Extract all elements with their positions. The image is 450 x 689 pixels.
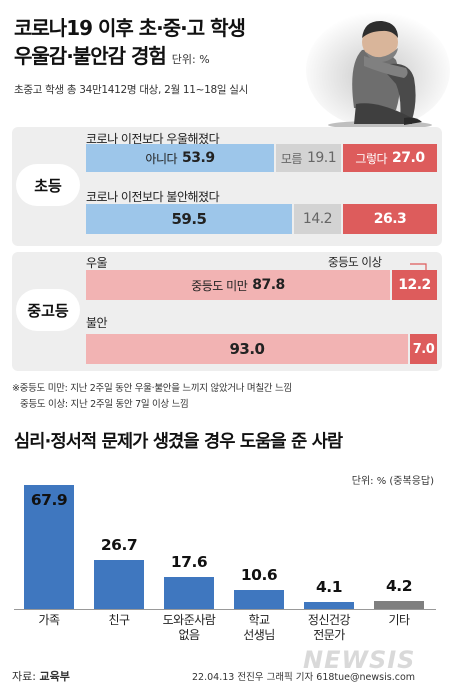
- help-category-1: 친구: [108, 613, 130, 627]
- elem-q1-no-value: 53.9: [182, 150, 215, 166]
- help-bar-value-3: 10.6: [240, 566, 278, 584]
- help-bar-3: [234, 590, 284, 609]
- section2-title: 심리·정서적 문제가 생겼을 경우 도움을 준 사람: [14, 432, 343, 452]
- mh-q2-low-segment: 93.0: [86, 334, 408, 364]
- footnote-low-severity: ※중등도 미만: 지난 2주일 동안 우울·불안을 느끼지 않았거나 며칠간 느…: [12, 383, 292, 394]
- help-category-5: 기타: [388, 613, 410, 627]
- elem-q2-unsure-value: 14.2: [302, 211, 333, 227]
- help-bar-value-5: 4.2: [386, 577, 412, 595]
- credit-line: 22.04.13 전진우 그래픽 기자 618tue@newsis.com: [192, 672, 416, 683]
- page-title-line1: 코로나19 이후 초·중·고 학생: [14, 16, 246, 40]
- mh-q1-low-segment: 중등도 미만 87.8: [86, 270, 390, 300]
- elem-q1-unsure-label: 모름: [280, 151, 303, 166]
- elem-q2-yes-value: 26.3: [373, 211, 407, 227]
- page-title-text: 우울감·불안감 경험: [14, 44, 167, 68]
- help-bar-value-0: 67.9: [30, 491, 68, 509]
- section2-unit: 단위: % (중복응답): [351, 476, 434, 487]
- elem-q1-unsure-value: 19.1: [306, 150, 337, 166]
- elem-q1-no-segment: 아니다 53.9: [86, 144, 274, 172]
- elem-q2-yes-segment: 26.3: [343, 204, 437, 234]
- mh-q1-high-segment: 12.2: [392, 270, 437, 300]
- sad-student-illustration: [306, 12, 450, 128]
- elementary-group-label: 초등: [16, 164, 80, 206]
- mh-q2-high-segment: 7.0: [410, 334, 437, 364]
- elem-q1-yes-segment: 그렇다 27.0: [343, 144, 437, 172]
- mh-q1-high-value: 12.2: [398, 277, 431, 293]
- help-bar-1: [94, 560, 144, 609]
- middlehigh-q2-question: 불안: [86, 316, 108, 330]
- source-name: 교육부: [39, 670, 70, 683]
- unit-label: 단위: %: [171, 53, 210, 66]
- source-prefix: 자료:: [12, 670, 40, 683]
- mh-q2-low-value: 93.0: [229, 340, 265, 358]
- help-bar-5: [374, 601, 424, 609]
- help-bar-value-1: 26.7: [100, 536, 138, 554]
- footnote-high-severity: 중등도 이상: 지난 2주일 동안 7일 이상 느낌: [20, 399, 189, 410]
- high-severity-label: 중등도 이상: [328, 255, 382, 269]
- elem-q2-no-value: 59.5: [171, 210, 207, 228]
- survey-subtitle: 초중고 학생 총 34만1412명 대상, 2월 11~18일 실시: [14, 84, 249, 96]
- help-category-3: 학교 선생님: [243, 613, 275, 642]
- elementary-q1-question: 코로나 이전보다 우울해졌다: [86, 132, 220, 146]
- elementary-q2-question: 코로나 이전보다 불안해졌다: [86, 190, 220, 204]
- help-bar-0: [24, 485, 74, 609]
- mh-q2-high-value: 7.0: [412, 341, 435, 357]
- help-bar-2: [164, 577, 214, 609]
- elem-q2-no-segment: 59.5: [86, 204, 292, 234]
- help-bar-value-4: 4.1: [316, 578, 342, 596]
- help-bar-4: [304, 602, 354, 609]
- help-category-4: 정신건강 전문가: [307, 613, 351, 642]
- middlehigh-q1-question: 우울: [86, 256, 108, 270]
- mh-q1-low-value: 87.8: [252, 277, 285, 293]
- elem-q2-unsure-segment: 14.2: [294, 204, 341, 234]
- elem-q1-yes-label: 그렇다: [355, 151, 388, 166]
- elem-q1-unsure-segment: 모름 19.1: [276, 144, 341, 172]
- help-bar-value-2: 17.6: [170, 553, 208, 571]
- page-title-line2: 우울감·불안감 경험 단위: %: [14, 40, 210, 69]
- help-category-0: 가족: [38, 613, 60, 627]
- newsis-watermark: NEWSIS: [303, 646, 416, 674]
- middlehigh-group-label: 중고등: [16, 289, 80, 331]
- elem-q1-yes-value: 27.0: [392, 150, 425, 166]
- help-category-2: 도와준사람 없음: [162, 613, 216, 642]
- mh-q1-low-label: 중등도 미만: [191, 278, 248, 293]
- chart-baseline: [14, 609, 436, 610]
- elem-q1-no-label: 아니다: [145, 151, 178, 166]
- source-line: 자료: 교육부: [12, 668, 70, 684]
